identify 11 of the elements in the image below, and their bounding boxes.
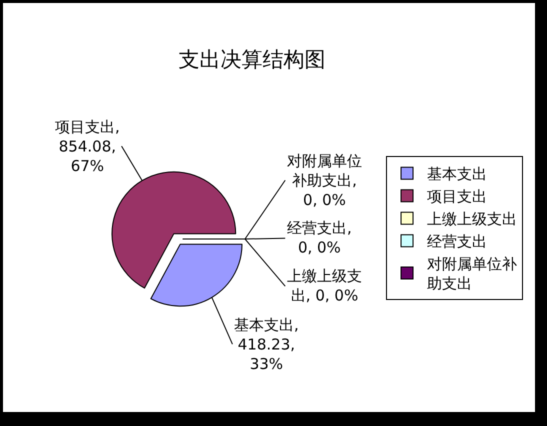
text: 上缴上级支出, 0, 0% [287, 267, 362, 304]
chart-title: 支出决算结构图 [178, 47, 326, 72]
text: 对附属单位补助支出, 0, 0% [287, 152, 362, 209]
legend-label: 经营支出 [427, 232, 488, 251]
legend-label: 上缴上级支出 [427, 210, 518, 228]
legend-label: 基本支出 [427, 165, 488, 184]
data-label: 项目支出, 854.08, 67% [55, 118, 120, 175]
text: 经营支出, 0, 0% [287, 219, 352, 256]
data-label: 基本支出, 418.23, 33% [234, 316, 299, 373]
legend-label: 对附属单位补助支出 [427, 255, 518, 293]
legend-label: 项目支出 [427, 188, 488, 206]
